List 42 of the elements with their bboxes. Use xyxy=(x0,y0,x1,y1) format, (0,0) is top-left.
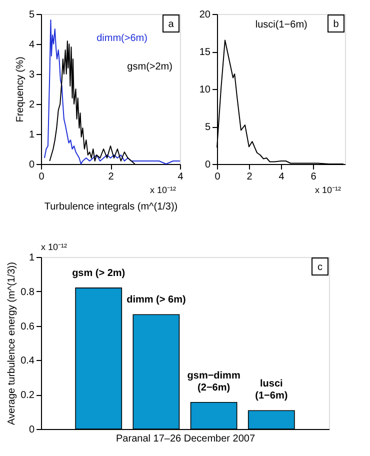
y-tick-label: 15 xyxy=(199,47,211,58)
y-tick-label: 2 xyxy=(28,100,35,110)
line-series xyxy=(44,20,180,164)
y-tick-label: 1 xyxy=(28,130,35,140)
y-tick-label: 20 xyxy=(199,10,211,20)
y-tick-label: 0.6 xyxy=(20,321,35,332)
y-axis-title: Frequency (%) xyxy=(14,56,26,122)
x-tick-label: 2 xyxy=(108,172,114,182)
x-tick-label: lusci (1−6m) xyxy=(255,378,288,402)
x-tick-label: 2 xyxy=(246,172,253,182)
x-tick-label: 4 xyxy=(178,172,184,182)
annotation: c xyxy=(318,262,322,273)
legend-label: lusci(1−6m) xyxy=(255,20,308,30)
y-tick-label: 3 xyxy=(28,70,35,80)
x-axis-title: Paranal 17–26 December 2007 xyxy=(116,434,256,444)
y-tick-label: 0 xyxy=(204,160,211,170)
text: dimm(>6m) xyxy=(96,33,148,44)
y-tick-label: 4 xyxy=(28,40,35,50)
y-tick-label: 5 xyxy=(204,122,211,133)
text: gsm(>2m) xyxy=(127,62,172,72)
x-axis-title: Turbulence integrals (m^(1/3)) xyxy=(44,202,178,212)
x-tick-label: gsm (> 2m) xyxy=(72,268,126,279)
x-tick-label: 4 xyxy=(278,172,285,182)
y-tick-label: 0 xyxy=(28,160,35,170)
annotation: a xyxy=(168,19,174,30)
y-tick-label: 10 xyxy=(199,84,211,96)
x-tick-label: 0 xyxy=(214,172,221,182)
y-tick-label: 0 xyxy=(28,424,35,436)
annotation: b xyxy=(333,19,340,30)
text: x 10⁻¹² xyxy=(314,185,341,195)
x-tick-label: 6 xyxy=(310,172,317,182)
text: x 10⁻¹² xyxy=(41,242,68,252)
y-tick-label: 0.2 xyxy=(20,390,35,402)
y-tick-label: 5 xyxy=(28,10,35,20)
y-axis-title: Average turbulence energy (m^(1/3)) xyxy=(6,262,18,425)
x-tick-label: gsm−dimm (2−6m) xyxy=(187,370,240,394)
y-tick-label: 1 xyxy=(28,252,35,264)
y-tick-label: 0.4 xyxy=(20,356,35,367)
x-tick-label: dimm (> 6m) xyxy=(126,294,186,306)
text: x 10⁻¹² xyxy=(150,185,176,195)
x-tick-label: 0 xyxy=(38,172,45,182)
y-tick-label: 0.8 xyxy=(20,286,35,298)
